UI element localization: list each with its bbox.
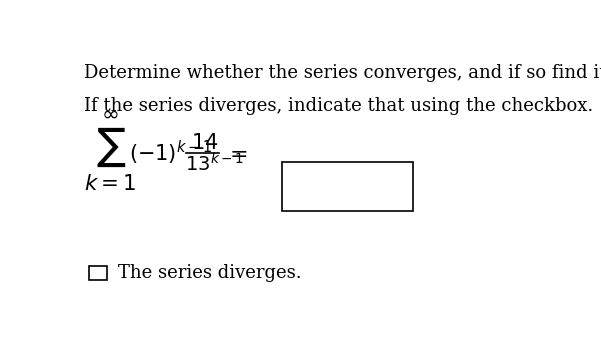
Text: If the series diverges, indicate that using the checkbox.: If the series diverges, indicate that us… xyxy=(84,97,594,115)
FancyBboxPatch shape xyxy=(89,266,107,280)
Text: $\sum_{k=1}^{\infty}$: $\sum_{k=1}^{\infty}$ xyxy=(84,110,136,193)
Text: The series diverges.: The series diverges. xyxy=(118,264,302,282)
Text: $14$: $14$ xyxy=(191,133,218,153)
Text: $=$: $=$ xyxy=(225,142,248,164)
FancyBboxPatch shape xyxy=(282,162,413,211)
Text: $(-1)^{k-1}$: $(-1)^{k-1}$ xyxy=(129,139,212,167)
Text: $13^{k-1}$: $13^{k-1}$ xyxy=(185,152,244,175)
Text: Determine whether the series converges, and if so find its sum.: Determine whether the series converges, … xyxy=(84,64,601,82)
